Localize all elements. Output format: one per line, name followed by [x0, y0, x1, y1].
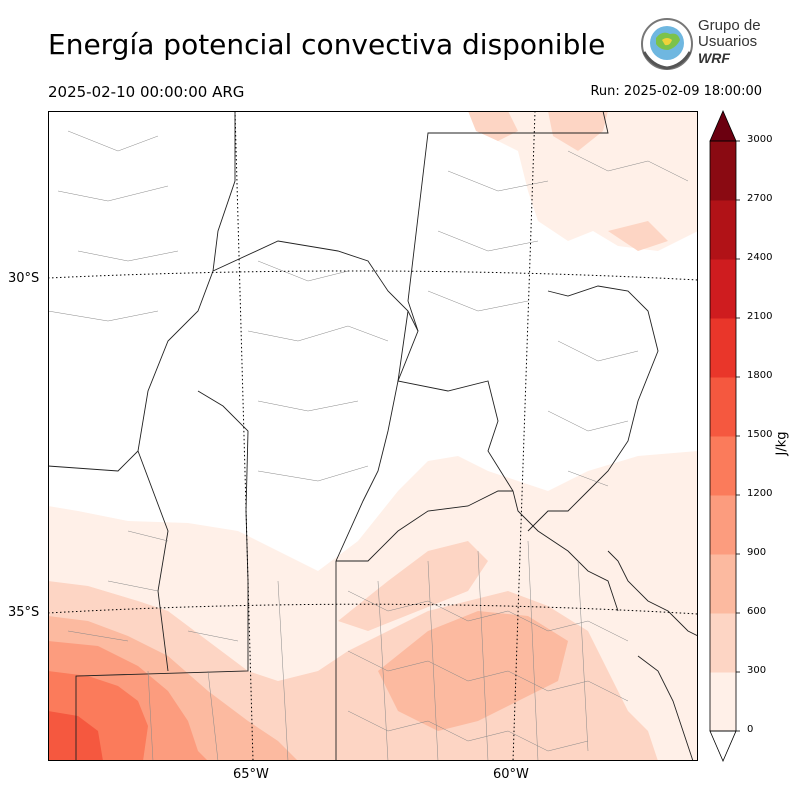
colorbar-bin-7 [710, 259, 736, 319]
valid-time: 2025-02-10 00:00:00 ARG [48, 83, 245, 101]
colorbar-bin-9 [710, 141, 736, 201]
colorbar-unit-label: J/kg [774, 431, 790, 456]
colorbar-over-triangle [709, 109, 737, 142]
department-borders [48, 130, 689, 761]
colorbar-tick-label: 600 [747, 606, 767, 617]
lon-label-60w: 60°W [493, 767, 529, 782]
meridian-60w [512, 111, 536, 761]
colorbar-tick-label: 0 [747, 724, 754, 735]
colorbar-under-triangle [709, 730, 737, 763]
colorbar [709, 109, 740, 763]
colorbar-tick-label: 2100 [747, 311, 773, 322]
page-title: Energía potencial convectiva disponible [48, 28, 606, 61]
colorbar-tick-label: 2400 [747, 252, 773, 263]
lon-label-65w: 65°W [233, 767, 269, 782]
colorbar-bin-4 [710, 436, 736, 496]
colorbar-bin-8 [710, 200, 736, 260]
cape-field-0-300-ne [478, 111, 698, 251]
colorbar-tick-label: 2700 [747, 193, 773, 204]
colorbar-bin-0 [710, 672, 736, 732]
coastline [607, 550, 698, 761]
lat-label-35s: 35°S [8, 605, 40, 620]
colorbar-tick-label: 1200 [747, 488, 773, 499]
map-frame [48, 111, 698, 761]
logo-line-2: Usuarios [698, 33, 758, 50]
colorbar-tick-label: 1800 [747, 370, 773, 381]
cape-field-1500-1800 [48, 711, 103, 761]
cape-field-600-900-b [378, 611, 568, 731]
run-time: Run: 2025-02-09 18:00:00 [590, 84, 762, 99]
graticule [48, 111, 698, 761]
colorbar-tick-label: 1500 [747, 429, 773, 440]
colorbar-bin-1 [710, 613, 736, 673]
colorbar-tick-label: 3000 [747, 134, 773, 145]
parallel-35s [48, 603, 698, 615]
cape-field-300-600-b [338, 541, 488, 631]
globe-icon [641, 18, 693, 70]
colorbar-bin-5 [710, 377, 736, 437]
colorbar-tick-label: 300 [747, 665, 767, 676]
logo-line-3: WRF [698, 50, 730, 66]
colorbar-bin-6 [710, 318, 736, 378]
wrf-logo: Grupo de Usuarios WRF [638, 16, 763, 72]
province-borders [48, 111, 659, 761]
meridian-65w [234, 111, 254, 761]
colorbar-bin-3 [710, 495, 736, 555]
parallel-30s [48, 270, 698, 281]
colorbar-tick-label: 900 [747, 547, 767, 558]
cape-map [48, 111, 698, 761]
logo-line-1: Grupo de [698, 17, 761, 34]
cape-field-300-600-ne [468, 111, 668, 251]
lat-label-30s: 30°S [8, 271, 40, 286]
colorbar-bin-2 [710, 554, 736, 614]
